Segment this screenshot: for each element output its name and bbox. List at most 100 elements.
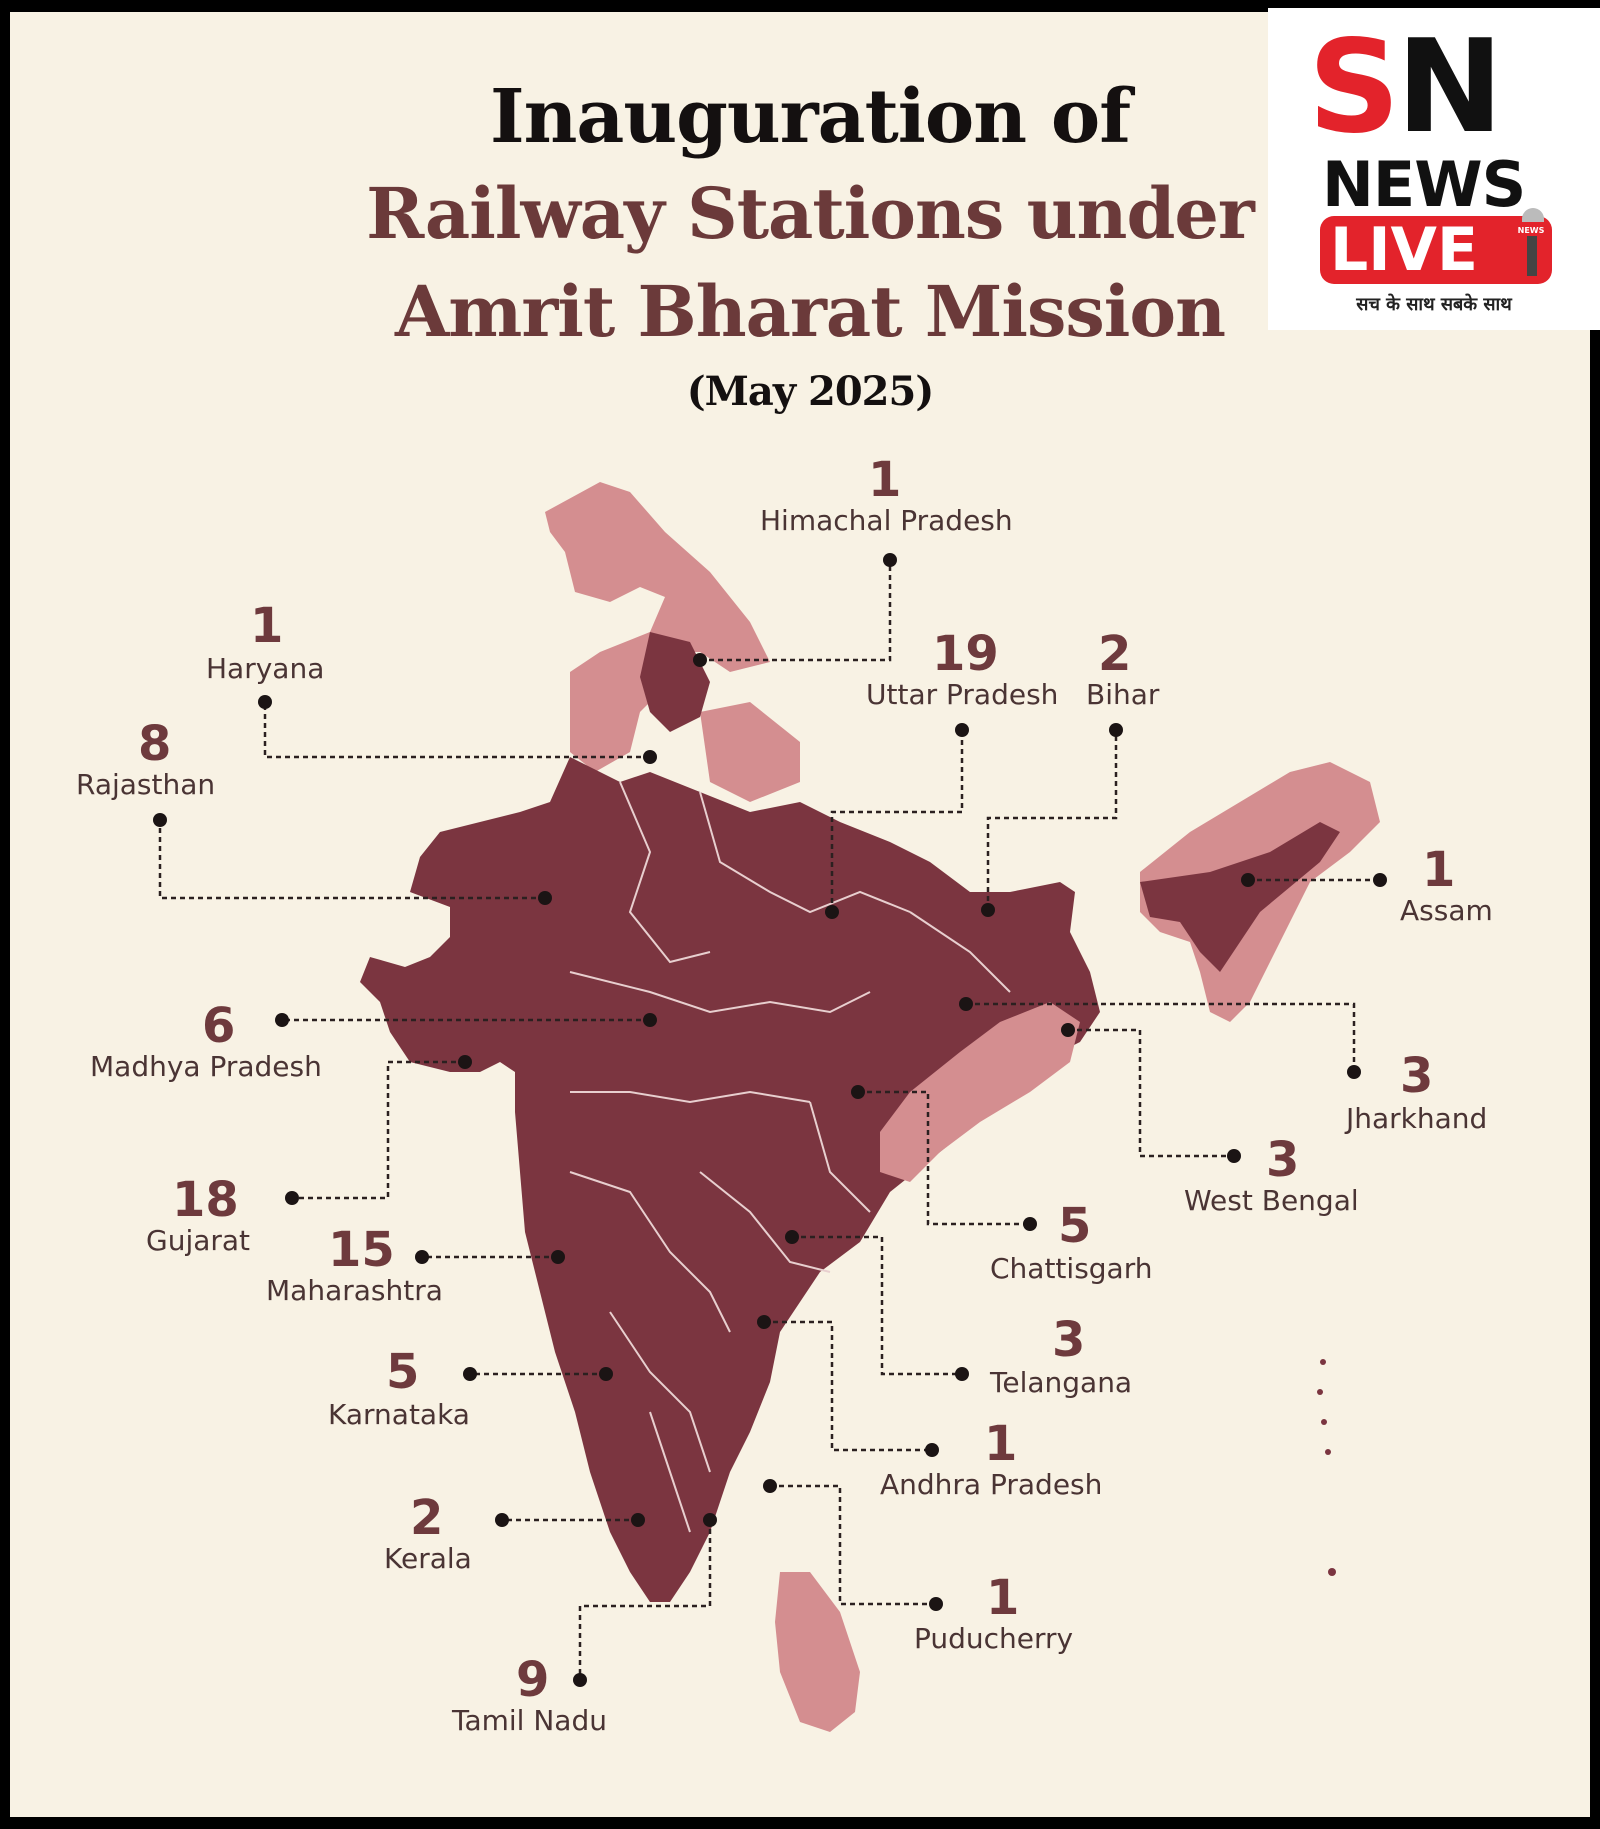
region-odisha-light	[880, 1002, 1080, 1182]
region-northwest-light	[570, 672, 640, 772]
label-jharkhand: Jharkhand	[1346, 1102, 1488, 1135]
sri-lanka	[775, 1572, 860, 1732]
microphone-icon: NEWS	[1514, 208, 1548, 276]
state-himachal-pradesh	[640, 632, 710, 732]
leader-line-tamil-nadu	[578, 1520, 712, 1680]
map-point-kerala	[631, 1513, 645, 1527]
label-pin-uttar-pradesh	[955, 723, 969, 737]
label-assam: Assam	[1400, 894, 1493, 927]
logo-live-word: LIVE	[1330, 215, 1478, 285]
sn-news-live-logo: SN NEWS LIVE NEWS सच के साथ सबके साथ	[1268, 8, 1600, 330]
count-west-bengal: 3	[1266, 1132, 1300, 1188]
map-point-haryana	[643, 750, 657, 764]
label-west-bengal: West Bengal	[1184, 1184, 1359, 1217]
map-point-maharashtra	[551, 1250, 565, 1264]
title-date: (May 2025)	[686, 368, 935, 415]
map-point-tamil-nadu	[703, 1513, 717, 1527]
map-point-chattisgarh	[851, 1085, 865, 1099]
label-chattisgarh: Chattisgarh	[990, 1252, 1153, 1285]
label-pin-rajasthan	[153, 813, 167, 827]
map-point-karnataka	[599, 1367, 613, 1381]
label-pin-bihar	[1109, 723, 1123, 737]
label-pin-jharkhand	[1347, 1065, 1361, 1079]
label-karnataka: Karnataka	[328, 1398, 470, 1431]
label-pin-telangana	[955, 1367, 969, 1381]
andaman-islands	[1317, 1359, 1336, 1576]
map-point-himachal-pradesh	[693, 653, 707, 667]
state-borders	[569, 781, 1011, 1533]
count-kerala: 2	[410, 1490, 444, 1546]
map-point-jharkhand	[959, 997, 973, 1011]
label-tamil-nadu: Tamil Nadu	[452, 1704, 607, 1737]
title-line-3: Amrit Bharat Mission	[395, 270, 1226, 353]
leader-lines	[158, 560, 1380, 1680]
state-assam	[1140, 822, 1340, 972]
leader-line-bihar	[986, 730, 1118, 910]
leader-line-rajasthan	[158, 820, 545, 900]
label-pin-andhra-pradesh	[925, 1443, 939, 1457]
count-telangana: 3	[1052, 1312, 1086, 1368]
label-madhya-pradesh: Madhya Pradesh	[90, 1050, 322, 1083]
map-point-west-bengal	[1061, 1023, 1075, 1037]
leader-line-gujarat	[292, 1060, 465, 1200]
map-point-telangana	[785, 1230, 799, 1244]
label-pin-assam	[1373, 873, 1387, 887]
label-pin-tamil-nadu	[573, 1673, 587, 1687]
label-kerala: Kerala	[384, 1542, 472, 1575]
map-point-gujarat	[458, 1055, 472, 1069]
region-uttarakhand-light	[700, 702, 800, 802]
label-pin-kerala	[495, 1513, 509, 1527]
count-bihar: 2	[1098, 626, 1132, 682]
state-mainland	[360, 757, 1100, 1602]
logo-letter-s: S	[1308, 13, 1400, 162]
count-uttar-pradesh: 19	[932, 626, 999, 682]
label-pin-himachal-pradesh	[883, 553, 897, 567]
count-madhya-pradesh: 6	[202, 998, 236, 1054]
leader-pins	[153, 553, 1387, 1687]
map-point-madhya-pradesh	[643, 1013, 657, 1027]
label-himachal-pradesh: Himachal Pradesh	[760, 504, 1013, 537]
india-map	[153, 482, 1387, 1732]
label-pin-gujarat	[285, 1191, 299, 1205]
map-point-uttar-pradesh	[825, 905, 839, 919]
label-pin-west-bengal	[1227, 1149, 1241, 1163]
label-uttar-pradesh: Uttar Pradesh	[866, 678, 1059, 711]
map-point-rajasthan	[538, 891, 552, 905]
logo-news-word: NEWS	[1322, 148, 1526, 221]
count-jharkhand: 3	[1400, 1048, 1434, 1104]
map-point-andhra-pradesh	[757, 1315, 771, 1329]
count-chattisgarh: 5	[1058, 1198, 1092, 1254]
label-maharashtra: Maharashtra	[266, 1274, 443, 1307]
label-pin-puducherry	[929, 1597, 943, 1611]
leader-line-west-bengal	[1068, 1028, 1234, 1158]
map-point-puducherry	[763, 1479, 777, 1493]
count-tamil-nadu: 9	[516, 1652, 550, 1708]
count-haryana: 1	[250, 598, 284, 654]
count-assam: 1	[1422, 842, 1456, 898]
label-haryana: Haryana	[206, 652, 325, 685]
mic-badge-text: NEWS	[1518, 226, 1545, 235]
label-pin-chattisgarh	[1023, 1217, 1037, 1231]
leader-line-chattisgarh	[858, 1090, 1030, 1226]
label-rajasthan: Rajasthan	[76, 768, 216, 801]
count-gujarat: 18	[172, 1172, 239, 1228]
count-andhra-pradesh: 1	[984, 1416, 1018, 1472]
label-andhra-pradesh: Andhra Pradesh	[880, 1468, 1103, 1501]
leader-line-himachal-pradesh	[700, 560, 892, 662]
leader-line-jharkhand	[966, 1002, 1356, 1072]
label-pin-karnataka	[463, 1367, 477, 1381]
logo-letter-n: N	[1396, 13, 1503, 162]
count-karnataka: 5	[386, 1344, 420, 1400]
title-line-1: Inauguration of	[489, 74, 1131, 160]
leader-line-puducherry	[770, 1484, 936, 1606]
label-puducherry: Puducherry	[914, 1622, 1074, 1655]
label-bihar: Bihar	[1086, 678, 1160, 711]
leader-line-uttar-pradesh	[830, 730, 964, 912]
label-telangana: Telangana	[990, 1366, 1133, 1399]
map-point-bihar	[981, 903, 995, 917]
label-gujarat: Gujarat	[146, 1224, 251, 1257]
logo-live-badge	[1320, 216, 1552, 284]
map-point-assam	[1241, 873, 1255, 887]
leader-line-andhra-pradesh	[764, 1320, 932, 1452]
label-pin-maharashtra	[415, 1250, 429, 1264]
